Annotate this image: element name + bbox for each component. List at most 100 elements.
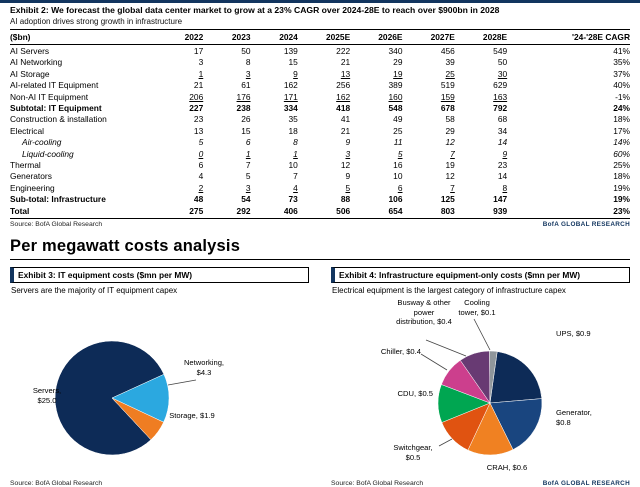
table-cell: 2 bbox=[198, 182, 204, 193]
column-header: 2022 bbox=[155, 29, 204, 45]
table-cell: 14% bbox=[613, 137, 630, 148]
table-cell: 35% bbox=[613, 57, 630, 68]
table-cell: -1% bbox=[615, 91, 630, 102]
table-cell: 162 bbox=[283, 80, 298, 91]
table-cell: 548 bbox=[388, 103, 403, 114]
row-label: Generators bbox=[10, 171, 52, 182]
exhibit4-panel: Exhibit 4: Infrastructure equipment-only… bbox=[331, 267, 630, 487]
table-cell: 88 bbox=[340, 194, 351, 205]
table-row: Engineering 2 3 4 5 6 7 8 19% bbox=[10, 182, 630, 193]
bofa-brand-label: BofA GLOBAL RESEARCH bbox=[542, 480, 630, 487]
pie-slice-ups bbox=[489, 351, 543, 404]
pie-slice-generator bbox=[489, 398, 543, 451]
table-cell: 14 bbox=[497, 171, 508, 182]
table-cell: 15 bbox=[241, 125, 251, 136]
table-cell: 19% bbox=[613, 182, 630, 193]
table-row: AI Storage 1 3 9 13 19 25 30 37% bbox=[10, 68, 630, 79]
table-cell: 0 bbox=[198, 148, 204, 159]
table-cell: 238 bbox=[236, 103, 251, 114]
row-label: Engineering bbox=[10, 182, 55, 193]
table-cell: 35 bbox=[288, 114, 298, 125]
table-cell: 206 bbox=[189, 91, 204, 102]
table-cell: 12 bbox=[445, 171, 455, 182]
table-cell: 10 bbox=[288, 160, 298, 171]
table-cell: 29 bbox=[445, 125, 455, 136]
table-cell: 34 bbox=[497, 125, 508, 136]
table-cell: 9 bbox=[293, 68, 298, 79]
table-row: Generators 4 5 7 9 10 12 14 18% bbox=[10, 170, 630, 181]
table-cell: 8 bbox=[502, 182, 508, 193]
table-cell: 19 bbox=[393, 68, 403, 79]
table-cell: 13 bbox=[193, 125, 204, 136]
table-cell: 30 bbox=[497, 68, 508, 79]
row-label: Construction & installation bbox=[10, 114, 107, 125]
table-cell: 139 bbox=[283, 46, 298, 56]
table-cell: 49 bbox=[393, 114, 403, 125]
pie-label-storage: Storage, $1.9 bbox=[169, 411, 215, 421]
table-cell: 549 bbox=[493, 46, 508, 56]
table-cell: 678 bbox=[440, 103, 455, 114]
row-label: Thermal bbox=[10, 160, 41, 171]
column-header: '24-'28E CAGR bbox=[507, 29, 630, 45]
table-cell: 3 bbox=[245, 68, 251, 79]
row-label: Liquid-cooling bbox=[22, 148, 74, 159]
table-cell: 256 bbox=[336, 80, 351, 91]
table-cell: 5 bbox=[397, 148, 403, 159]
table-cell: 171 bbox=[283, 91, 298, 102]
pie-label-chiller: Chiller, $0.4 bbox=[380, 347, 421, 357]
pie-label-servers: Servers, $25.0 bbox=[32, 386, 62, 405]
table-cell: 25 bbox=[393, 125, 403, 136]
table-cell: 54 bbox=[241, 194, 251, 205]
pie-label-cdu: CDU, $0.5 bbox=[397, 389, 433, 399]
pie-label-generator: Generator, $0.8 bbox=[556, 408, 592, 427]
table-cell: 939 bbox=[454, 204, 508, 220]
table-row: Liquid-cooling 0 1 1 3 5 7 9 60% bbox=[10, 148, 630, 159]
table-cell: 9 bbox=[345, 171, 351, 182]
pie-label-ups: UPS, $0.9 bbox=[556, 329, 591, 339]
table-cell: 29 bbox=[393, 57, 403, 68]
table-cell: 506 bbox=[297, 204, 351, 220]
table-footer: Source: BofA Global Research BofA GLOBAL… bbox=[10, 219, 630, 228]
pie-label-busway: Busway & other power distribution, $0.4 bbox=[396, 298, 452, 327]
table-cell: 73 bbox=[288, 194, 298, 205]
table-cell: 176 bbox=[236, 91, 251, 102]
column-header: ($bn) bbox=[10, 29, 156, 45]
table-cell: 275 bbox=[155, 204, 204, 220]
table-row: Electrical 13 15 18 21 25 29 34 17% bbox=[10, 125, 630, 136]
table-cell: 23 bbox=[193, 114, 204, 125]
table-cell: 11 bbox=[393, 137, 403, 148]
table-cell: 68 bbox=[497, 114, 508, 125]
table-cell: 7 bbox=[450, 182, 455, 193]
table-cell: 4 bbox=[198, 171, 204, 182]
table-cell: 7 bbox=[245, 160, 251, 171]
row-label: AI Storage bbox=[10, 68, 50, 79]
table-cell: 106 bbox=[388, 194, 403, 205]
table-cell: 50 bbox=[241, 46, 251, 56]
row-label: Electrical bbox=[10, 125, 44, 136]
table-cell: 9 bbox=[502, 148, 508, 159]
table-cell: 23% bbox=[507, 204, 630, 220]
table-cell: 18 bbox=[288, 125, 298, 136]
table-cell: 13 bbox=[340, 68, 351, 79]
table-cell: 25 bbox=[445, 68, 455, 79]
table-cell: 5 bbox=[345, 182, 351, 193]
top-border-bar bbox=[0, 0, 640, 3]
leader-line-networking bbox=[167, 379, 197, 386]
table-cell: 8 bbox=[245, 57, 251, 68]
table-cell: 19 bbox=[445, 160, 455, 171]
pie-label-crah: CRAH, $0.6 bbox=[486, 463, 528, 473]
table-cell: 5 bbox=[198, 137, 204, 148]
table-cell: 14 bbox=[497, 137, 508, 148]
table-source: Source: BofA Global Research bbox=[10, 221, 103, 229]
table-cell: 18% bbox=[613, 171, 630, 182]
pie-slice-cooling-tower bbox=[489, 350, 498, 404]
table-cell: 58 bbox=[445, 114, 455, 125]
table-cell: 1 bbox=[245, 148, 251, 159]
table-cell: 18% bbox=[613, 114, 630, 125]
table-cell: 60% bbox=[613, 148, 630, 159]
leader-line-cooling-tower bbox=[473, 318, 491, 351]
row-label: Subtotal: IT Equipment bbox=[10, 103, 102, 114]
table-row: AI-related IT Equipment 21 61 162 256 389 519 6… bbox=[10, 79, 630, 90]
row-label: Air-cooling bbox=[22, 137, 62, 148]
table-cell: 25% bbox=[613, 160, 630, 171]
